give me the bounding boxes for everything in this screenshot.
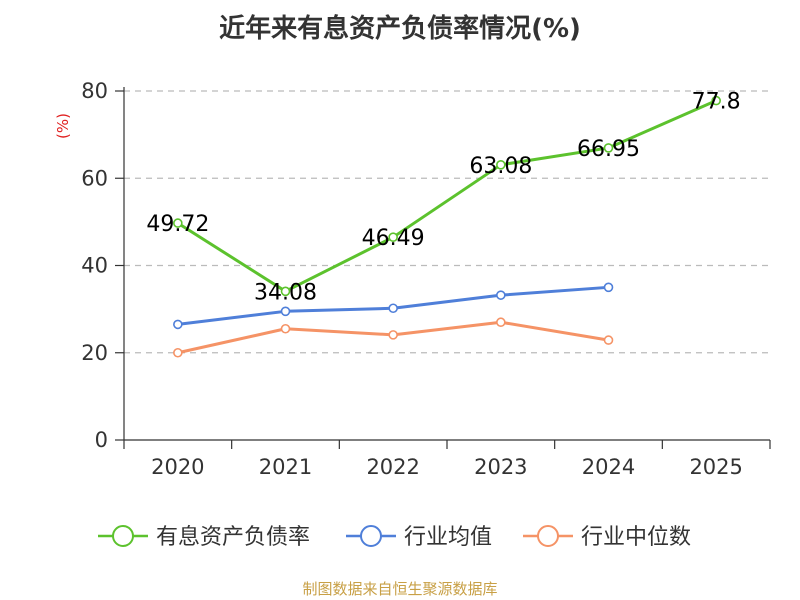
legend-marker: [537, 525, 559, 547]
series-layer: [173, 95, 721, 358]
data-label: 49.72: [146, 212, 209, 237]
data-point[interactable]: [496, 290, 506, 300]
data-point[interactable]: [603, 143, 614, 153]
data-point[interactable]: [496, 317, 506, 328]
legend-marker: [360, 525, 382, 547]
data-point[interactable]: [603, 335, 614, 345]
series-line: [177, 99, 717, 293]
y-tick-label: 0: [95, 428, 108, 452]
x-tick-label: 2023: [474, 455, 527, 479]
legend-item[interactable]: 有息资产负债率: [98, 525, 310, 550]
data-point[interactable]: [173, 218, 183, 228]
legend-marker: [112, 525, 134, 547]
data-point[interactable]: [388, 303, 398, 314]
data-label: 66.95: [577, 137, 640, 162]
data-point[interactable]: [280, 286, 291, 297]
x-tick-label: 2024: [582, 455, 635, 479]
source-note: 制图数据来自恒生聚源数据库: [302, 580, 498, 598]
legend-item[interactable]: 行业均值: [346, 525, 492, 550]
legend-label: 行业中位数: [581, 525, 691, 550]
grid-layer: [124, 90, 770, 354]
chart-title: 近年来有息资产负债率情况(%): [219, 14, 581, 44]
x-tick-label: 2025: [689, 455, 742, 479]
y-tick-label: 60: [81, 166, 108, 190]
legend[interactable]: 有息资产负债率 行业均值 行业中位数: [98, 525, 691, 550]
data-label: 34.08: [254, 280, 317, 305]
data-label: 63.08: [469, 154, 532, 179]
data-point[interactable]: [388, 330, 398, 340]
data-point[interactable]: [711, 95, 721, 106]
legend-label: 行业均值: [404, 525, 492, 550]
y-axis-unit-label: (%): [54, 113, 72, 139]
legend-label: 有息资产负债率: [156, 525, 310, 550]
axis-layer: (%) 0 20 40 60 80 2020 2021 2022 2023 2024 2025: [54, 79, 771, 479]
data-point[interactable]: [496, 160, 506, 170]
data-point[interactable]: [173, 347, 183, 358]
data-point[interactable]: [280, 323, 291, 334]
x-tick-label: 2022: [366, 455, 419, 479]
data-label: 46.49: [362, 226, 425, 251]
y-tick-label: 20: [81, 341, 108, 365]
data-point[interactable]: [280, 306, 291, 317]
data-point[interactable]: [603, 282, 614, 293]
data-point[interactable]: [388, 232, 398, 242]
data-point[interactable]: [173, 319, 183, 330]
data-label: 77.8: [692, 90, 741, 115]
x-tick-label: 2020: [151, 455, 204, 479]
x-tick-label: 2021: [259, 455, 312, 479]
y-tick-label: 40: [81, 254, 108, 278]
legend-item[interactable]: 行业中位数: [523, 525, 691, 550]
y-tick-label: 80: [81, 79, 108, 103]
data-label-layer: 49.72 34.08 46.49 63.08 66.95 77.8: [146, 90, 740, 306]
